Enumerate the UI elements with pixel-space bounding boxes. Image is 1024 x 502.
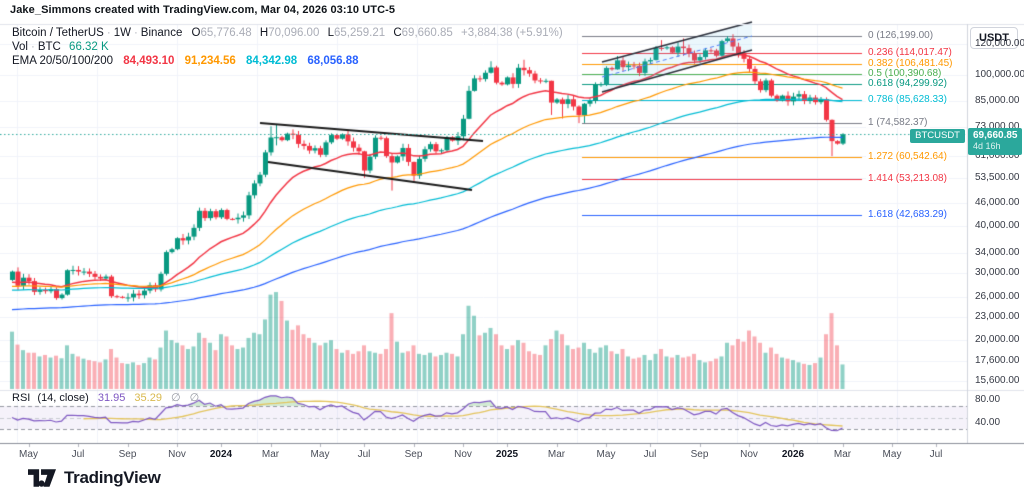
fib-level-label[interactable]: 0.786 (85,628.33): [866, 94, 949, 106]
bar-countdown: 4d 16h: [973, 140, 1001, 151]
price-axis-tick: 53,500.00: [975, 171, 1020, 183]
time-axis-tick: 2024: [209, 449, 233, 460]
fib-level-label[interactable]: 0.618 (94,299.92): [866, 78, 949, 90]
currency-toggle-button[interactable]: USDT: [970, 27, 1018, 49]
ema100-value: 84,342.98: [245, 55, 298, 67]
price-line-symbol-tag: BTCUSDT: [910, 128, 965, 143]
price-axis-tick: 73,000.00: [975, 120, 1020, 132]
time-axis-tick: Jul: [929, 449, 943, 460]
last-price-value: 69,660.85: [973, 129, 1018, 141]
fib-level-label[interactable]: 0 (126,199.00): [866, 30, 936, 42]
tradingview-logo-text: TradingView: [64, 468, 161, 487]
tradingview-logo-icon: [28, 469, 56, 487]
ema20-value: 84,493.10: [123, 55, 175, 67]
time-axis-tick: May: [882, 449, 902, 460]
rsi-label: RSI: [12, 392, 31, 404]
time-axis-tick: May: [596, 449, 616, 460]
fib-level-label[interactable]: 0.382 (106,481.45): [866, 58, 955, 70]
rsi-axis-tick: 80.00: [975, 394, 1001, 406]
change-value: +3,884.38 (+5.91%): [461, 27, 563, 39]
time-axis-tick: Mar: [547, 449, 566, 460]
ema50-value: 91,234.56: [184, 55, 236, 67]
time-axis-tick: Nov: [740, 449, 758, 460]
attribution-text: Jake_Simmons created with TradingView.co…: [10, 4, 396, 16]
rsi-params: (14, close): [37, 392, 89, 404]
ema200-value: 68,056.88: [307, 55, 359, 67]
time-axis-tick: Jul: [643, 449, 657, 460]
ohlc-low: L65,259.21: [327, 27, 386, 39]
ohlc-close: C69,660.85: [393, 27, 453, 39]
time-axis-tick: Jul: [357, 449, 371, 460]
volume-label: Vol: [12, 41, 28, 53]
time-axis-tick: Mar: [261, 449, 280, 460]
ohlc-open: O65,776.48: [191, 27, 252, 39]
time-axis-tick: 2025: [495, 449, 519, 460]
price-axis-tick: 34,000.00: [975, 246, 1020, 258]
fib-level-label[interactable]: 1 (74,582.37): [866, 116, 930, 128]
price-axis-tick: 26,000.00: [975, 290, 1020, 302]
rsi-value: 31.95: [97, 392, 126, 404]
fib-level-label[interactable]: 1.272 (60,542.64): [866, 151, 949, 163]
rsi-axis-tick: 40.00: [975, 417, 1001, 429]
volume-legend-row[interactable]: Vol · BTC 66.32 K: [12, 40, 563, 54]
time-axis-tick: May: [19, 449, 38, 460]
ema-legend-row[interactable]: EMA 20/50/100/200 84,493.10 91,234.56 84…: [12, 54, 563, 68]
time-axis-tick: Nov: [168, 449, 186, 460]
last-price-badge[interactable]: 69,660.85 4d 16h: [968, 127, 1022, 155]
price-axis-tick: 120,000.00: [975, 38, 1024, 50]
interval-label[interactable]: 1W: [113, 27, 131, 39]
tradingview-logo[interactable]: TradingView: [28, 468, 161, 488]
price-axis-tick: 40,000.00: [975, 219, 1020, 231]
legend-separator: ·: [31, 41, 35, 53]
ohlc-high: H70,096.00: [259, 27, 320, 39]
time-axis-tick: Sep: [118, 449, 137, 460]
time-axis-tick: Mar: [833, 449, 852, 460]
price-axis-tick: 85,000.00: [975, 95, 1020, 107]
time-axis-tick: Jul: [71, 449, 85, 460]
price-axis-tick: 20,000.00: [975, 334, 1020, 346]
time-axis-tick: Sep: [404, 449, 423, 460]
legend-separator: ·: [133, 27, 138, 39]
fib-level-label[interactable]: 0.5 (100,390.68): [866, 67, 944, 79]
fib-level-label[interactable]: 0.236 (114,017.47): [866, 46, 954, 58]
fib-level-label[interactable]: 1.414 (53,213.08): [866, 172, 949, 184]
time-axis-tick: May: [310, 449, 330, 460]
ema-label: EMA 20/50/100/200: [12, 55, 114, 67]
exchange-label: Binance: [140, 27, 183, 39]
volume-value: 66.32 K: [69, 41, 109, 53]
time-axis-tick: 2026: [781, 449, 805, 460]
empty-value-icon: ∅: [171, 392, 181, 404]
price-axis-tick: 15,600.00: [975, 375, 1020, 387]
price-axis-tick: 61,000.00: [975, 150, 1020, 162]
time-axis-tick: Nov: [454, 449, 472, 460]
symbol-legend-row[interactable]: Bitcoin / TetherUS · 1W · Binance O65,776.48…: [12, 26, 563, 40]
legend-separator: ·: [106, 27, 111, 39]
rsi-legend-row[interactable]: RSI (14, close) 31.95 35.29 ∅ ∅: [12, 391, 199, 404]
symbol-legend[interactable]: Bitcoin / TetherUS · 1W · Binance O65,776.48…: [12, 26, 563, 68]
volume-symbol: BTC: [37, 41, 61, 53]
price-axis-tick: 46,000.00: [975, 196, 1020, 208]
symbol-title[interactable]: Bitcoin / TetherUS: [12, 27, 104, 39]
time-axis-tick: Sep: [690, 449, 709, 460]
price-axis-tick: 100,000.00: [975, 68, 1024, 80]
empty-value-icon: ∅: [189, 392, 200, 404]
fib-level-label[interactable]: 1.618 (42,683.29): [866, 209, 949, 221]
price-axis-tick: 30,000.00: [975, 267, 1020, 279]
price-axis-tick: 17,600.00: [975, 355, 1020, 367]
rsi-ma-value: 35.29: [134, 392, 162, 404]
price-axis-tick: 23,000.00: [975, 311, 1020, 323]
